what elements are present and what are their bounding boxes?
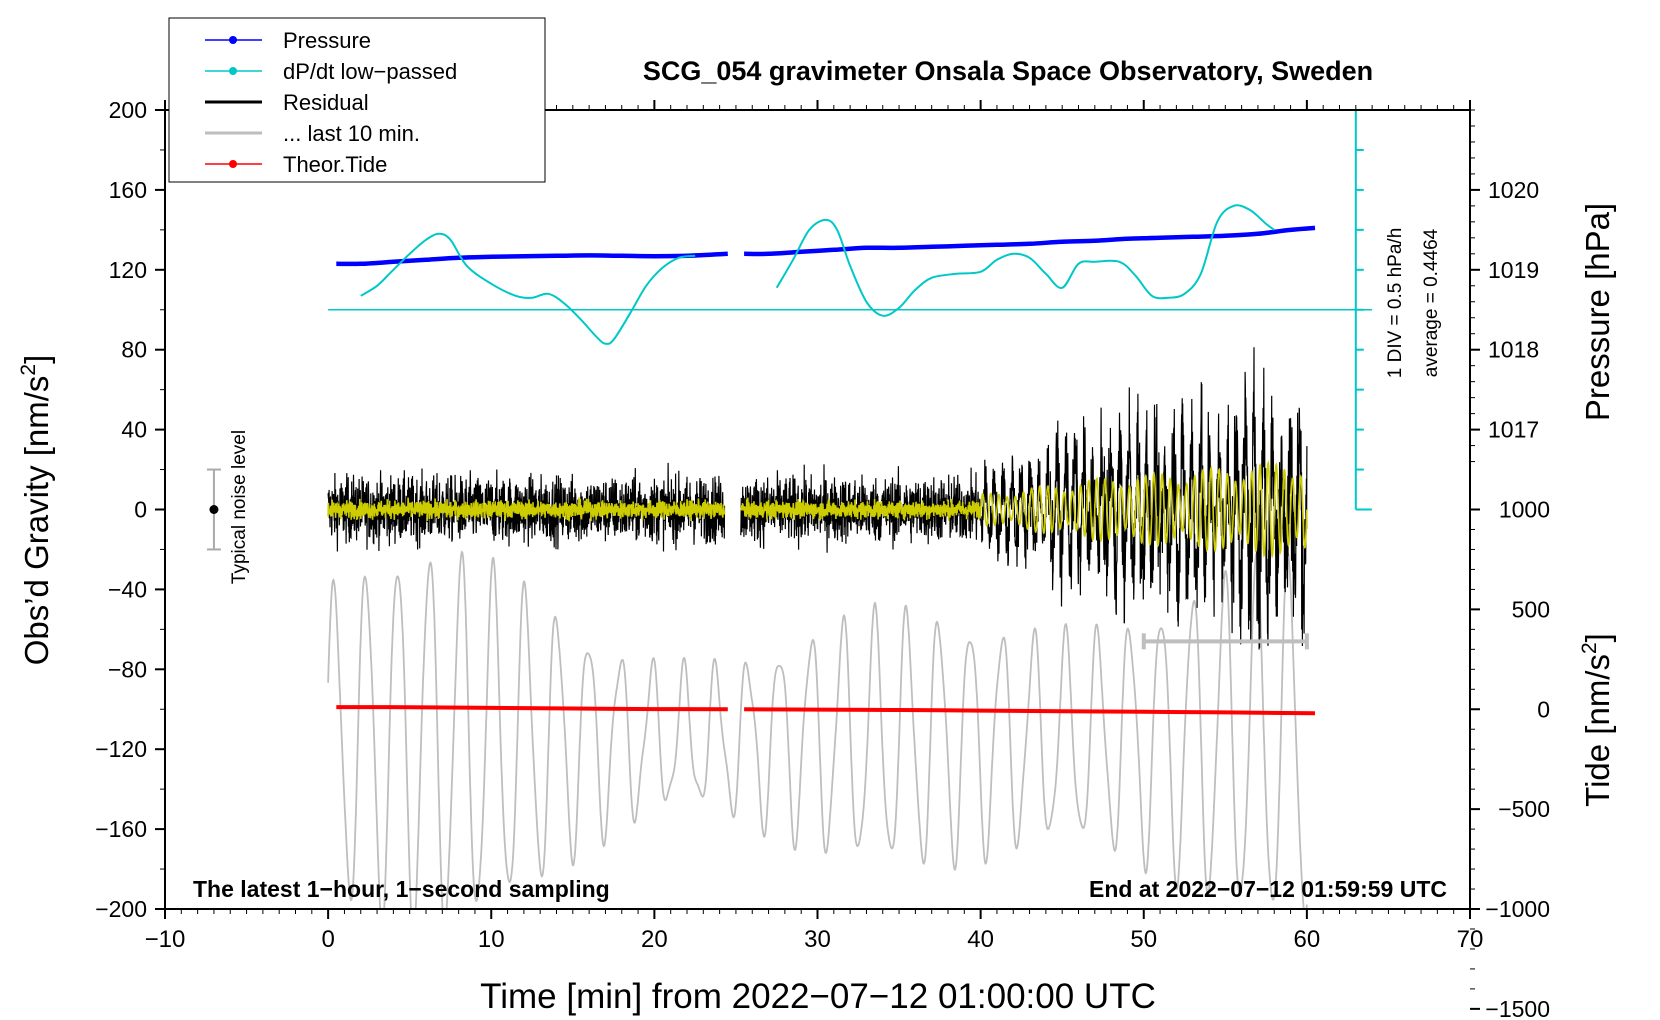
legend-label-4: ... last 10 min.	[283, 121, 420, 146]
noise-bar-dot	[209, 505, 219, 514]
y-label-gravity-end: ]	[18, 355, 55, 364]
tide-tick-label: 1000	[1499, 497, 1550, 523]
y-tick-label: 0	[134, 497, 147, 523]
series-layer	[327, 204, 1373, 909]
y-label-gravity-main: Obs’d Gravity [nm/s	[18, 376, 55, 666]
legend-marker-2	[229, 67, 237, 75]
y-tick-label: −120	[95, 736, 147, 762]
y-tick-label: −80	[108, 656, 147, 682]
x-tick-label: 0	[321, 926, 334, 953]
tide-line-1	[336, 705, 728, 712]
y-tick-label: 160	[109, 177, 147, 203]
tide-tick-label: 500	[1512, 596, 1550, 622]
y-tick-label: 120	[109, 257, 147, 283]
y-axis-label-tide: Tide [nm/s2]	[1578, 633, 1616, 807]
y-tick-label: −40	[108, 576, 147, 602]
last10-series-line	[327, 550, 1308, 909]
y-label-tide-main: Tide [nm/s	[1579, 654, 1616, 807]
y-axis-label-pressure: Pressure [hPa]	[1579, 203, 1616, 421]
legend-marker-5	[229, 160, 237, 168]
tide-line-2	[744, 707, 1316, 716]
x-tick-label: 10	[478, 926, 505, 953]
dpdt-line-1	[360, 232, 696, 345]
legend-label-5: Theor.Tide	[283, 152, 387, 177]
x-tick-label: 20	[641, 926, 668, 953]
y-label-tide-end: ]	[1579, 633, 1616, 642]
x-tick-label: 40	[967, 926, 994, 953]
legend-label-1: Pressure	[283, 28, 371, 53]
average-label: average = 0.4464	[1421, 228, 1442, 377]
x-tick-label: −10	[145, 926, 186, 953]
y-axis-label-gravity: Obs’d Gravity [nm/s2]	[17, 355, 55, 666]
pressure-tick-label: 1020	[1488, 177, 1539, 203]
tide-tick-label: −1500	[1485, 996, 1550, 1020]
pressure-tick-label: 1019	[1488, 257, 1539, 283]
legend-marker-1	[229, 36, 237, 44]
y-tick-label: 80	[121, 337, 147, 363]
tide-tick-label: 0	[1537, 696, 1550, 722]
bottom-right-note: End at 2022−07−12 01:59:59 UTC	[1089, 876, 1447, 902]
dpdt-line-2	[775, 204, 1275, 317]
pressure-tick-label: 1018	[1488, 337, 1539, 363]
tide-tick-label: −1000	[1485, 896, 1550, 922]
x-tick-label: 60	[1294, 926, 1321, 953]
x-tick-label: 30	[804, 926, 831, 953]
legend: Pressure dP/dt low−passed Residual ... last…	[168, 17, 546, 183]
y-tick-label: 40	[121, 417, 147, 443]
tide-tick-label: −500	[1498, 796, 1550, 822]
legend-label-2: dP/dt low−passed	[283, 59, 457, 84]
x-tick-label: 50	[1130, 926, 1157, 953]
y-tick-label: 200	[109, 97, 147, 123]
div-label: 1 DIV = 0.5 hPa/h	[1385, 228, 1406, 379]
bottom-left-note: The latest 1−hour, 1−second sampling	[193, 876, 610, 902]
legend-box	[168, 17, 546, 183]
y-tick-label: −160	[95, 816, 147, 842]
pressure-tick-label: 1017	[1488, 417, 1539, 443]
residual-filtered-line-1	[327, 497, 726, 522]
y-tick-label: −200	[95, 896, 147, 922]
axes-layer: −10 0 10 20 30 40 50 60 7020016012080400−40−80−1…	[95, 97, 1550, 1020]
noise-level-label: Typical noise level	[229, 430, 250, 584]
pressure-line-1	[336, 251, 728, 267]
y-label-gravity-sup: 2	[17, 364, 40, 376]
chart-title: SCG_054 gravimeter Onsala Space Observat…	[643, 56, 1373, 86]
pressure-line-2	[744, 225, 1316, 257]
residual-filtered-line-2	[740, 460, 1308, 559]
x-axis-label: Time [min] from 2022−07−12 01:00:00 UTC	[480, 977, 1156, 1016]
legend-label-3: Residual	[283, 90, 369, 115]
y-label-tide-sup: 2	[1578, 642, 1601, 654]
